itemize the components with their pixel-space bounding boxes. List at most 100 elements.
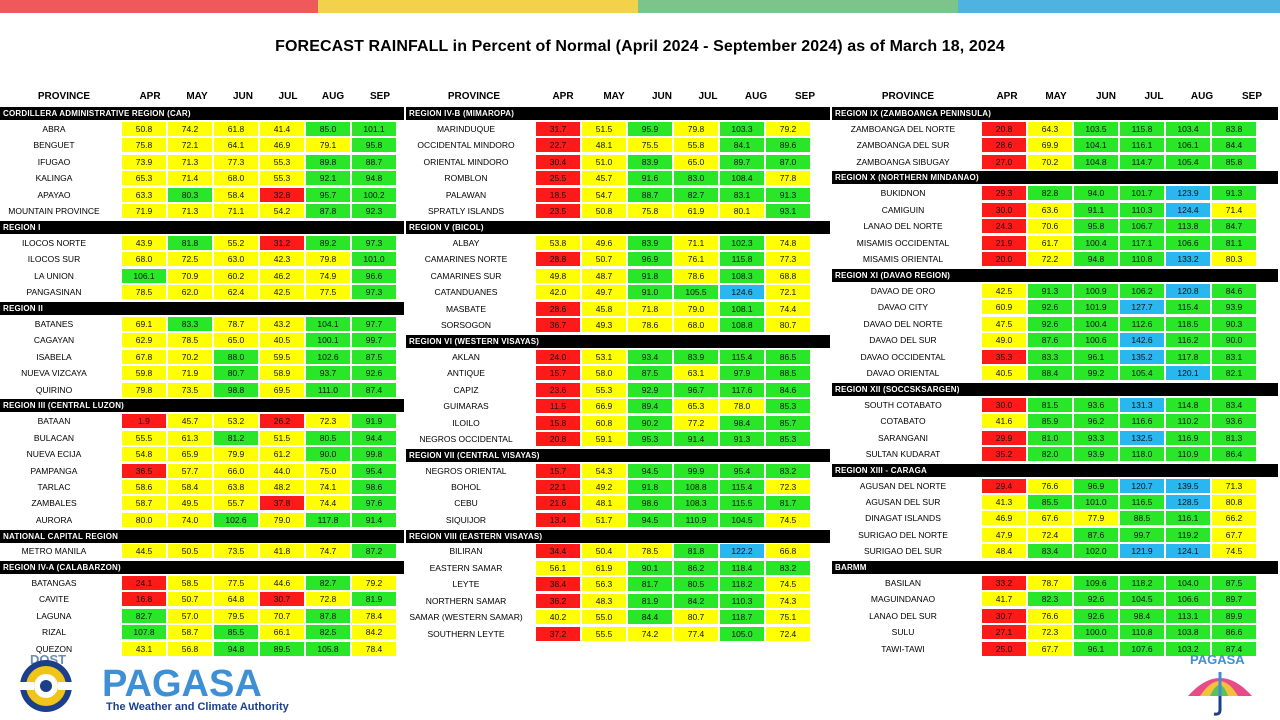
value-cell-aug: 102.3 — [720, 235, 764, 250]
region-header: NATIONAL CAPITAL REGION — [0, 529, 404, 543]
value-cell-apr: 20.8 — [536, 432, 580, 447]
table-row: SURIGAO DEL NORTE 47.9 72.4 87.6 99.7 119.2 67… — [832, 527, 1278, 542]
province-name: CEBU — [454, 498, 478, 509]
value-cell-apr: 107.8 — [122, 625, 166, 640]
value-cell-sep: 87.2 — [352, 544, 396, 559]
province-name: METRO MANILA — [21, 546, 87, 557]
table-row: SURIGAO DEL SUR 48.4 83.4 102.0 121.9 124.1 74… — [832, 544, 1278, 559]
table-row: NUEVA ECIJA 54.8 65.9 79.9 61.2 90.0 99.8 — [0, 446, 404, 462]
value-cell-may: 67.6 — [1028, 511, 1072, 526]
table-row: LA UNION 106.1 70.9 60.2 46.2 74.9 96.6 — [0, 268, 404, 283]
value-cell-may: 81.5 — [1028, 397, 1072, 412]
value-cell-apr: 82.7 — [122, 608, 166, 623]
table-row: BATAAN 1.9 45.7 53.2 26.2 72.3 91.9 — [0, 413, 404, 429]
value-cell-may: 50.5 — [168, 544, 212, 559]
value-cell-jun: 81.7 — [628, 577, 672, 592]
province-name: ANTIQUE — [447, 368, 485, 379]
table-row: MASBATE 28.6 45.8 71.8 79.0 108.1 74.4 — [406, 301, 830, 316]
value-cell-may: 57.7 — [168, 463, 212, 478]
value-cell-aug: 72.8 — [306, 592, 350, 607]
value-cell-apr: 80.0 — [122, 512, 166, 527]
value-cell-apr: 75.8 — [122, 138, 166, 153]
table-row: DAVAO DE ORO 42.5 91.3 100.9 106.2 120.8 84.6 — [832, 283, 1278, 298]
top-color-bar — [0, 0, 1280, 13]
value-cell-may: 60.8 — [582, 415, 626, 430]
value-cell-jun: 58.4 — [214, 187, 258, 202]
value-cell-jun: 91.1 — [1074, 202, 1118, 217]
value-cell-apr: 31.7 — [536, 121, 580, 136]
province-name: MARINDUQUE — [436, 123, 496, 134]
value-cell-jun: 63.0 — [214, 252, 258, 267]
top-bar-segment-green — [638, 0, 958, 13]
value-cell-may: 78.5 — [168, 333, 212, 348]
value-cell-apr: 29.3 — [982, 186, 1026, 201]
value-cell-jun: 78.7 — [214, 316, 258, 331]
value-cell-may: 65.9 — [168, 447, 212, 462]
region-header: REGION VI (WESTERN VISAYAS) — [406, 334, 830, 348]
value-cell-sep: 94.4 — [352, 430, 396, 445]
value-cell-sep: 80.8 — [1212, 494, 1256, 509]
table-row: CAMIGUIN 30.0 63.6 91.1 110.3 124.4 71.4 — [832, 202, 1278, 217]
value-cell-jul: 31.2 — [260, 235, 304, 250]
value-cell-apr: 15.7 — [536, 366, 580, 381]
value-cell-aug: 118.5 — [1166, 316, 1210, 331]
province-name: NEGROS ORIENTAL — [425, 465, 507, 476]
column-header-row: PROVINCE APR MAY JUN JUL AUG SEP — [406, 88, 830, 105]
value-cell-may: 81.0 — [1028, 430, 1072, 445]
value-cell-aug: 98.4 — [720, 415, 764, 430]
value-cell-sep: 101.1 — [352, 121, 396, 136]
value-cell-aug: 115.4 — [720, 479, 764, 494]
value-cell-sep: 97.3 — [352, 285, 396, 300]
value-cell-jul: 101.7 — [1120, 186, 1164, 201]
table-row: SORSOGON 36.7 49.3 78.6 68.0 108.8 80.7 — [406, 317, 830, 333]
table-row: SULTAN KUDARAT 35.2 82.0 93.9 118.0 110.9 86.4 — [832, 446, 1278, 462]
value-cell-apr: 27.1 — [982, 625, 1026, 640]
value-cell-jun: 53.2 — [214, 414, 258, 429]
value-cell-apr: 43.1 — [122, 641, 166, 656]
value-cell-may: 50.8 — [582, 204, 626, 219]
province-name: MISAMIS ORIENTAL — [862, 254, 944, 265]
value-cell-apr: 15.7 — [536, 463, 580, 478]
province-name: KALINGA — [35, 173, 73, 184]
value-cell-apr: 28.8 — [536, 252, 580, 267]
value-cell-apr: 30.4 — [536, 154, 580, 169]
value-cell-jun: 80.7 — [214, 366, 258, 381]
value-cell-may: 61.3 — [168, 430, 212, 445]
value-cell-may: 50.4 — [582, 544, 626, 559]
province-name: BATANGAS — [31, 577, 77, 588]
value-cell-may: 78.7 — [1028, 575, 1072, 590]
table-row: EASTERN SAMAR 56.1 61.9 90.1 86.2 118.4 83.2 — [406, 560, 830, 575]
value-cell-jun: 78.5 — [628, 544, 672, 559]
value-cell-apr: 23.5 — [536, 204, 580, 219]
value-cell-sep: 83.2 — [766, 560, 810, 575]
value-cell-sep: 87.5 — [352, 349, 396, 364]
value-cell-may: 50.7 — [168, 592, 212, 607]
value-cell-jul: 59.5 — [260, 349, 304, 364]
province-name: CAMARINES SUR — [430, 270, 502, 281]
value-cell-jun: 104.1 — [1074, 138, 1118, 153]
table-row: DAVAO ORIENTAL 40.5 88.4 99.2 105.4 120.1 82.1 — [832, 365, 1278, 381]
value-cell-jun: 92.6 — [1074, 592, 1118, 607]
top-bar-segment-blue — [958, 0, 1280, 13]
chart-title: FORECAST RAINFALL in Percent of Normal (… — [275, 38, 1005, 55]
header-month-aug: AUG — [744, 91, 768, 102]
value-cell-jul: 54.2 — [260, 204, 304, 219]
value-cell-jun: 100.9 — [1074, 283, 1118, 298]
value-cell-jul: 110.9 — [674, 512, 718, 527]
column-header-row: PROVINCE APR MAY JUN JUL AUG SEP — [0, 88, 404, 105]
value-cell-may: 49.2 — [582, 479, 626, 494]
value-cell-sep: 89.6 — [766, 138, 810, 153]
table-row: ILOILO 15.8 60.8 90.2 77.2 98.4 85.7 — [406, 415, 830, 430]
table-row: LAGUNA 82.7 57.0 79.5 70.7 87.8 78.4 — [0, 608, 404, 623]
province-name: DAVAO DE ORO — [870, 285, 936, 296]
table-row: ILOCOS SUR 68.0 72.5 63.0 42.3 79.8 101.0 — [0, 251, 404, 267]
value-cell-jun: 100.4 — [1074, 316, 1118, 331]
table-row: MARINDUQUE 31.7 51.5 95.9 79.8 103.3 79.2 — [406, 121, 830, 136]
value-cell-may: 51.7 — [582, 512, 626, 527]
header-month-sep: SEP — [794, 91, 815, 102]
value-cell-jun: 62.4 — [214, 285, 258, 300]
value-cell-may: 92.6 — [1028, 300, 1072, 315]
value-cell-apr: 23.6 — [536, 382, 580, 397]
value-cell-jul: 71.1 — [674, 235, 718, 250]
region-header: CORDILLERA ADMINISTRATIVE REGION (CAR) — [0, 107, 404, 120]
